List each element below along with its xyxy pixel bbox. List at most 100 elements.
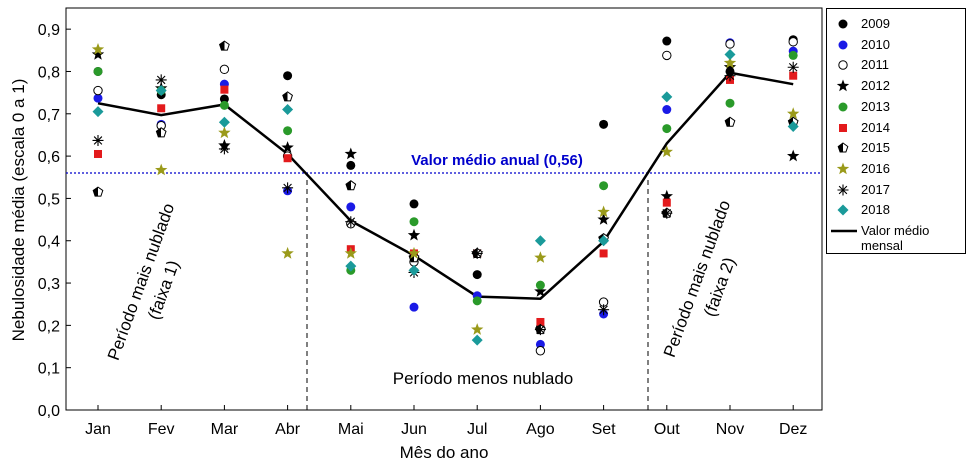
- marker: [92, 186, 104, 197]
- marker: [723, 60, 737, 73]
- legend-label: 2018: [861, 202, 890, 218]
- marker: [597, 213, 610, 225]
- marker: [471, 323, 484, 335]
- x-tick-label: Jun: [401, 421, 427, 438]
- annotation: Período mais nublado(faixa 1): [104, 201, 201, 371]
- marker: [662, 50, 672, 61]
- marker: [157, 104, 166, 113]
- marker: [155, 127, 167, 138]
- marker: [472, 270, 482, 280]
- marker: [662, 124, 672, 134]
- x-tick-label: Nov: [716, 421, 744, 438]
- legend-item: 2015: [827, 140, 965, 156]
- y-tick-label: 0,6: [38, 149, 60, 166]
- marker: [93, 85, 103, 96]
- marker: [787, 120, 799, 132]
- marker: [836, 162, 850, 175]
- marker: [93, 93, 103, 103]
- mean-line: [97, 71, 794, 300]
- legend-icon: [838, 60, 848, 71]
- marker: [662, 198, 671, 207]
- marker: [219, 64, 230, 75]
- marker: [282, 104, 294, 116]
- marker: [92, 106, 104, 118]
- legend-label: Valor médio mensal: [861, 223, 930, 253]
- y-tick-label: 0,5: [38, 191, 60, 208]
- marker: [409, 199, 419, 209]
- legend-icon: [836, 162, 850, 175]
- legend-item: 2010: [827, 37, 965, 53]
- marker: [837, 142, 849, 153]
- x-tick-label: Jul: [467, 421, 487, 438]
- legend-label: 2017: [861, 181, 890, 197]
- marker: [283, 154, 292, 163]
- y-tick-label: 0,2: [38, 318, 60, 335]
- x-tick-label: Dez: [779, 421, 807, 438]
- marker: [724, 70, 736, 82]
- marker: [471, 247, 483, 259]
- marker: [220, 85, 229, 94]
- marker: [723, 56, 737, 69]
- marker: [218, 143, 230, 155]
- legend-icon: [837, 204, 849, 216]
- x-tick-label: Mar: [211, 421, 239, 438]
- marker: [788, 37, 798, 47]
- marker: [661, 91, 673, 103]
- y-tick-label: 0,1: [38, 361, 60, 378]
- annotation-line: Período menos nublado: [393, 369, 574, 388]
- legend-icon: [836, 79, 850, 92]
- marker: [283, 126, 293, 136]
- annotation: Período mais nublado(faixa 2): [660, 198, 757, 368]
- marker: [838, 40, 848, 50]
- legend-label: 2014: [861, 119, 890, 135]
- marker: [536, 317, 545, 326]
- y-tick-label: 0,7: [38, 107, 60, 124]
- y-tick-label: 0,3: [38, 276, 60, 293]
- marker: [218, 126, 231, 139]
- x-axis-title: Mês do ano: [400, 443, 489, 462]
- marker: [788, 50, 798, 60]
- legend-icon: [838, 40, 848, 50]
- marker: [660, 189, 673, 202]
- legend-label: 2010: [861, 36, 890, 52]
- marker: [91, 43, 105, 55]
- marker: [155, 163, 168, 176]
- legend-label: 2009: [861, 16, 890, 31]
- marker: [534, 324, 546, 336]
- marker: [599, 119, 609, 129]
- marker: [471, 334, 483, 346]
- marker: [219, 40, 230, 51]
- legend-label: 2015: [861, 140, 890, 156]
- legend-item: 2011: [827, 57, 965, 73]
- marker: [94, 149, 102, 158]
- legend-item: 2017: [827, 182, 965, 198]
- legend: 2009 2010 2011 2012 2013 2014 2015 2016 2017 2018…: [826, 8, 966, 254]
- legend-label: 2011: [861, 57, 889, 73]
- legend-icon: [838, 102, 848, 112]
- y-axis-title: Nebulosidade média (escala 0 a 1): [9, 79, 28, 342]
- marker: [219, 94, 229, 104]
- legend-item: 2018: [827, 202, 965, 218]
- x-tick-label: Ago: [526, 421, 555, 438]
- marker: [92, 134, 104, 146]
- marker: [91, 48, 105, 60]
- legend-item: Valor médio mensal: [827, 223, 965, 253]
- marker: [346, 202, 356, 212]
- x-tick-label: Abr: [275, 421, 301, 438]
- plot-frame: [65, 7, 823, 411]
- y-tick-label: 0,0: [38, 403, 60, 420]
- marker: [344, 246, 357, 259]
- marker: [534, 285, 547, 297]
- legend-label: 2012: [861, 78, 890, 94]
- legend-item: 2013: [827, 99, 965, 115]
- legend-icon: [837, 142, 849, 153]
- marker: [534, 251, 547, 263]
- marker: [838, 60, 848, 71]
- marker: [409, 217, 419, 227]
- legend-label: 2013: [861, 98, 890, 114]
- marker: [662, 105, 672, 115]
- marker: [345, 216, 357, 228]
- marker: [661, 207, 673, 219]
- marker: [472, 296, 482, 306]
- y-tick-label: 0,9: [38, 22, 60, 39]
